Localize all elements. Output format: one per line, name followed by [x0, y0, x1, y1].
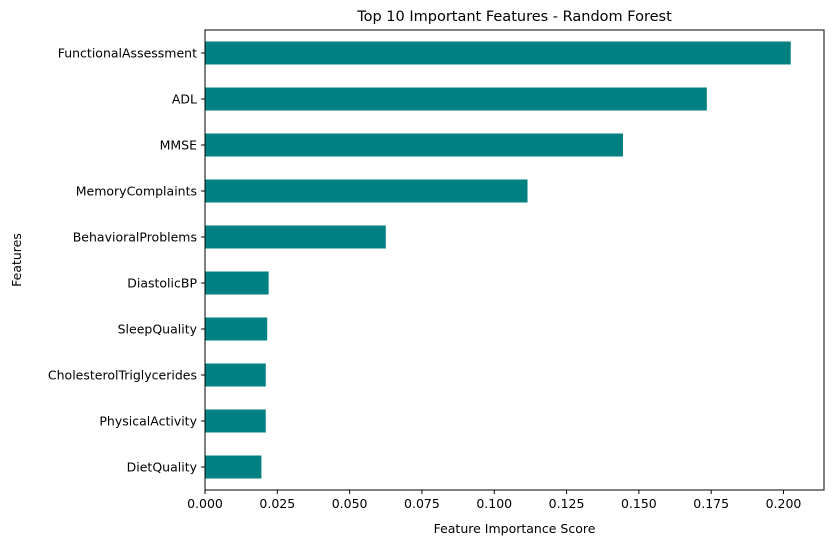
bar-CholesterolTriglycerides	[205, 363, 266, 387]
x-axis-ticks: 0.000 0.025 0.050 0.075 0.100 0.125 0.150 0.175…	[187, 490, 801, 511]
plot-frame	[204, 29, 825, 491]
y-axis-ticks: FunctionalAssessment ADL MMSE MemoryComplai…	[48, 46, 205, 475]
bar-FunctionalAssessment	[205, 41, 791, 65]
y-tick-label: DietQuality	[127, 460, 198, 475]
bar-ADL	[205, 87, 707, 111]
x-tick-label: 0.000	[187, 496, 223, 511]
bar-MemoryComplaints	[205, 179, 528, 203]
bars-group	[205, 41, 791, 479]
y-tick-label: ADL	[172, 92, 197, 107]
x-tick-label: 0.200	[766, 496, 802, 511]
chart-title: Top 10 Important Features - Random Fores…	[356, 9, 672, 25]
bar-PhysicalActivity	[205, 409, 266, 433]
y-tick-label: BehavioralProblems	[73, 230, 197, 245]
y-axis-title: Features	[9, 233, 24, 287]
x-tick-label: 0.025	[259, 496, 295, 511]
y-tick-label: FunctionalAssessment	[58, 46, 197, 61]
y-tick-label: PhysicalActivity	[99, 414, 197, 429]
x-tick-label: 0.125	[549, 496, 585, 511]
x-tick-label: 0.175	[693, 496, 729, 511]
y-tick-label: MMSE	[160, 138, 198, 153]
x-tick-label: 0.050	[332, 496, 368, 511]
y-tick-label: DiastolicBP	[127, 276, 197, 291]
x-axis-title: Feature Importance Score	[434, 521, 596, 536]
y-tick-label: CholesterolTriglycerides	[48, 368, 197, 383]
y-tick-label: SleepQuality	[118, 322, 198, 337]
bar-DiastolicBP	[205, 271, 269, 295]
bar-MMSE	[205, 133, 623, 157]
bar-BehavioralProblems	[205, 225, 386, 249]
y-tick-label: MemoryComplaints	[76, 184, 197, 199]
bar-SleepQuality	[205, 317, 268, 341]
x-tick-label: 0.075	[404, 496, 440, 511]
bar-DietQuality	[205, 455, 262, 479]
x-tick-label: 0.100	[476, 496, 512, 511]
x-tick-label: 0.150	[621, 496, 657, 511]
